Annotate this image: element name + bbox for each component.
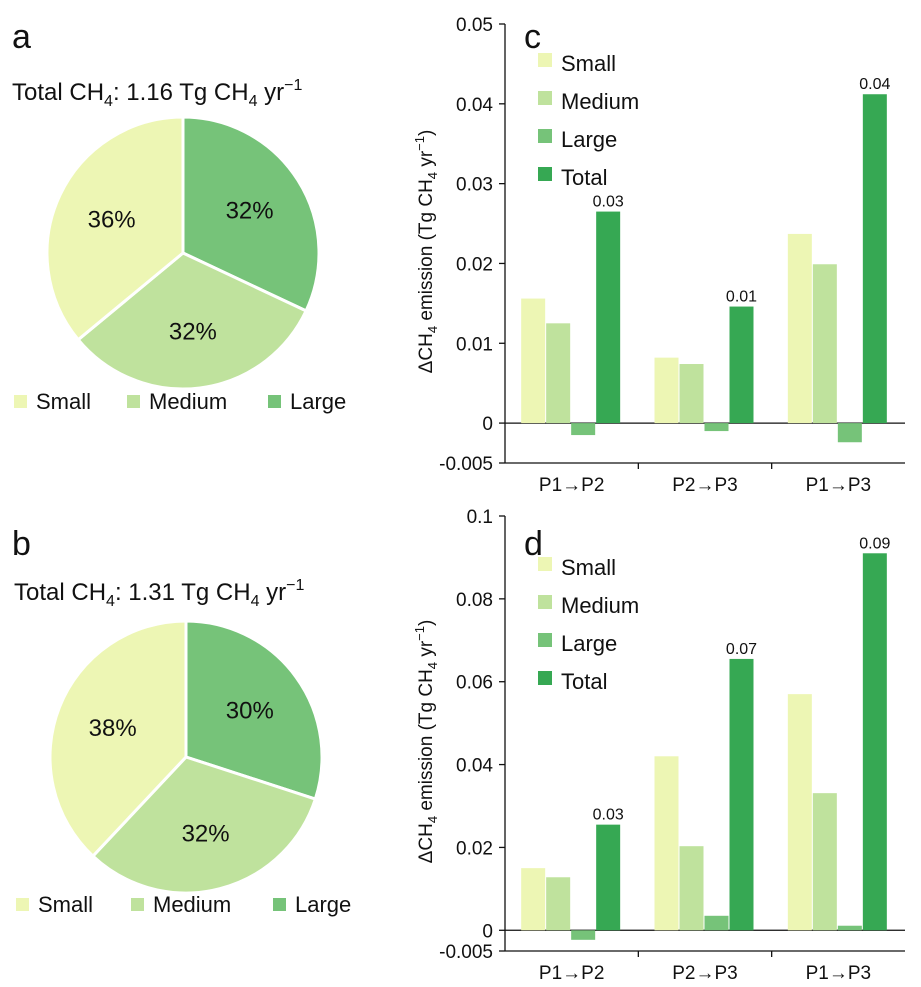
legend-label-medium: Medium [561,89,639,114]
pie-slice-label-small: 38% [89,715,137,742]
pie-slice-medium [76,251,309,391]
legend-label-medium: Medium [149,389,227,414]
bar-data-label: 0.07 [726,641,757,658]
y-tick-label-d: -0.005 [439,942,493,963]
legend-label-small: Small [36,389,91,414]
panel-label-a: a [12,18,31,56]
y-tick-label-d: 0.1 [467,507,493,528]
legend-swatch-large [538,129,552,143]
bar-small [787,694,812,931]
legend-label-large: Large [290,389,346,414]
bar-small [654,756,679,931]
x-tick-label-d: P2→P3 [672,963,737,984]
y-axis-label-d: ΔCH4 emission (Tg CH4 yr−1) [412,620,440,864]
y-axis-label-c: ΔCH4 emission (Tg CH4 yr−1) [412,130,440,374]
legend-label-total: Total [561,669,607,694]
legend-swatch-small [14,395,27,408]
bar-total [729,658,754,931]
y-tick-label-c: 0.05 [456,15,493,36]
legend-swatch-large [273,898,286,911]
y-tick-label-c: 0.02 [456,254,493,275]
y-tick-label-c: 0.03 [456,175,493,196]
bar-medium [679,846,704,931]
legend-label-large: Large [561,127,617,152]
legend-label-total: Total [561,165,607,190]
legend-swatch-total [538,167,552,181]
pie-slice-small [48,619,188,859]
legend-swatch-large [538,633,552,647]
y-tick-label-c: 0.04 [456,95,493,116]
pie-slice-large [181,115,321,313]
x-tick-label-c: P2→P3 [672,475,737,496]
panel-label-d: d [524,525,543,563]
bar-data-label: 0.01 [726,289,757,306]
bar-data-label: 0.03 [593,807,624,824]
legend-swatch-small [538,53,552,67]
pie-slice-label-small: 36% [88,206,136,233]
bar-small [787,233,812,424]
panel-label-b: b [12,525,31,563]
legend-swatch-small [16,898,29,911]
legend-swatch-medium [131,898,144,911]
legend-swatch-large [268,395,281,408]
pie-slice-label-medium: 32% [169,318,217,345]
pie-slice-large [184,619,324,801]
bar-data-label: 0.04 [859,76,890,93]
legend-swatch-medium [538,595,552,609]
bar-large [704,423,729,432]
pie-slice-label-large: 32% [226,198,274,225]
bar-small [521,868,546,931]
bar-total [862,94,887,424]
legend-label-small: Small [561,555,616,580]
bar-medium [546,323,571,424]
pie-title-a: Total CH4: 1.16 Tg CH4 yr−1 [12,77,302,110]
legend-swatch-total [538,671,552,685]
panel-label-c: c [524,18,541,56]
legend-label-medium: Medium [153,892,231,917]
bar-medium [546,877,571,931]
bar-total [729,306,754,424]
bar-medium [679,364,704,424]
bar-total [596,211,621,424]
bar-medium [812,793,837,931]
legend-label-large: Large [561,631,617,656]
pie-slice-label-large: 30% [226,698,274,725]
bar-large [571,423,596,436]
bar-total [596,824,621,931]
bar-total [862,553,887,931]
legend-label-small: Small [38,892,93,917]
y-tick-label-d: 0.04 [456,756,493,777]
bar-small [654,357,679,424]
x-tick-label-c: P1→P3 [806,475,871,496]
y-tick-label-d: 0 [482,921,493,942]
bar-large [571,930,596,940]
pie-slice-small [45,115,185,342]
bar-data-label: 0.09 [859,535,890,552]
legend-swatch-medium [127,395,140,408]
y-tick-label-d: 0.02 [456,838,493,859]
pie-slice-medium [90,755,318,895]
y-tick-label-c: 0 [482,414,493,435]
x-tick-label-c: P1→P2 [539,475,604,496]
x-tick-label-d: P1→P3 [806,963,871,984]
y-tick-label-c: -0.005 [439,454,493,475]
legend-swatch-small [538,557,552,571]
bar-medium [812,264,837,424]
bar-large [837,423,862,443]
legend-label-large: Large [295,892,351,917]
legend-label-medium: Medium [561,593,639,618]
y-tick-label-c: 0.01 [456,334,493,355]
pie-title-b: Total CH4: 1.31 Tg CH4 yr−1 [14,577,304,610]
y-tick-label-d: 0.06 [456,673,493,694]
legend-label-small: Small [561,51,616,76]
pie-slice-label-medium: 32% [182,820,230,847]
bar-large [837,925,862,931]
bar-large [704,915,729,931]
legend-swatch-medium [538,91,552,105]
bar-small [521,298,546,424]
x-tick-label-d: P1→P2 [539,963,604,984]
y-tick-label-d: 0.08 [456,590,493,611]
bar-data-label: 0.03 [593,194,624,211]
